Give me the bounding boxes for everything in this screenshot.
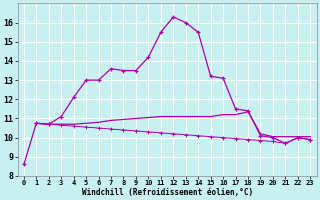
X-axis label: Windchill (Refroidissement éolien,°C): Windchill (Refroidissement éolien,°C)	[82, 188, 253, 197]
